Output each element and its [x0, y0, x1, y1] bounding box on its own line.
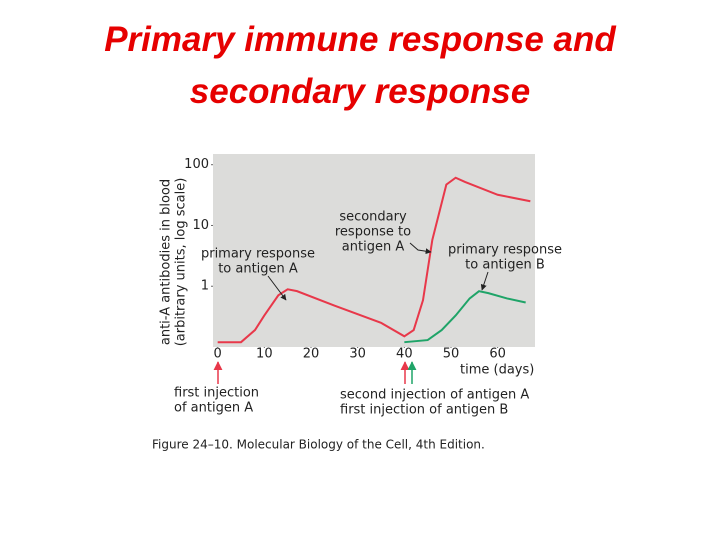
plot-background: [213, 154, 535, 347]
annotation: response to: [335, 225, 411, 240]
x-tick-label: 10: [256, 347, 273, 362]
y-axis-label: anti-A antibodies in blood: [159, 179, 174, 345]
annotation: second injection of antigen A: [340, 388, 529, 403]
annotation: to antigen A: [218, 262, 298, 277]
annotation: primary response: [448, 243, 562, 258]
x-tick-label: 40: [396, 347, 413, 362]
arrow: [480, 271, 489, 291]
x-tick-label: 60: [489, 347, 506, 362]
y-tick-label: 100: [184, 157, 209, 172]
annotation: first injection: [174, 386, 259, 401]
x-tick-label: 50: [443, 347, 460, 362]
y-axis-label: (arbitrary units, log scale): [174, 178, 189, 347]
x-tick-label: 0: [214, 347, 222, 362]
y-tick-label: 10: [192, 218, 209, 233]
x-tick-label: 30: [349, 347, 366, 362]
arrow: [409, 242, 432, 255]
caption: Figure 24–10. Molecular Biology of the C…: [152, 438, 485, 452]
slide-title: Primary immune response and secondary re…: [104, 20, 616, 111]
annotation: to antigen B: [465, 258, 545, 273]
annotation: secondary: [339, 210, 407, 225]
arrow: [267, 275, 287, 301]
series-line: [404, 290, 526, 344]
x-axis-label: time (days): [460, 363, 534, 378]
annotation: of antigen A: [174, 401, 253, 416]
series-line: [217, 176, 531, 344]
annotation: first injection of antigen B: [340, 403, 508, 418]
y-tick-label: 1: [201, 279, 209, 294]
x-tick-label: 20: [303, 347, 320, 362]
annotation: primary response: [201, 247, 315, 262]
annotation: antigen A: [342, 240, 405, 255]
